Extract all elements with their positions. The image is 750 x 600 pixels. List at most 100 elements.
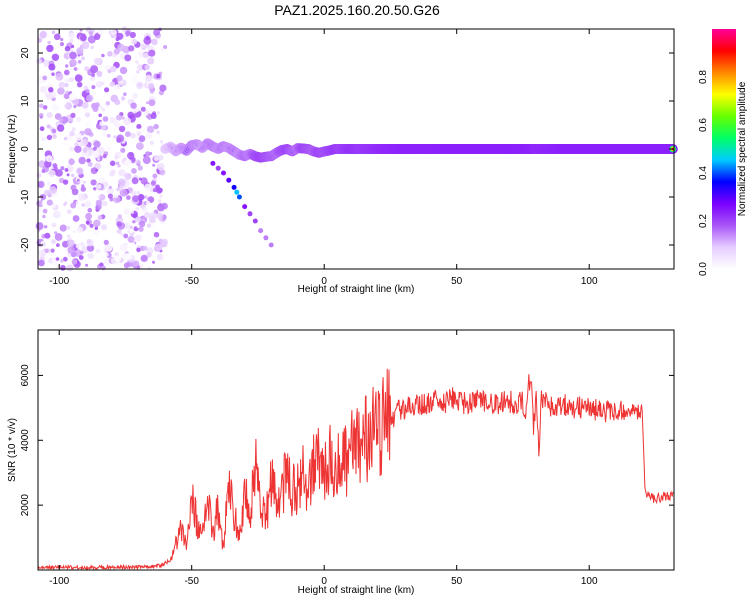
noise-blob [152, 173, 158, 179]
colorbar-label: Normalized spectral amplitude [737, 81, 748, 216]
y-tick-label: 10 [20, 95, 31, 107]
noise-blob [69, 59, 77, 67]
noise-blob [85, 212, 92, 220]
noise-blob [85, 88, 90, 94]
noise-blob [97, 215, 103, 220]
noise-blob [70, 112, 76, 118]
noise-blob [142, 52, 149, 59]
noise-blob [80, 241, 85, 247]
noise-blob [82, 180, 86, 184]
noise-blob [54, 231, 58, 235]
noise-blob [54, 33, 61, 41]
noise-blob [87, 252, 94, 260]
x-tick-label: -50 [184, 276, 199, 287]
trace-point [263, 235, 269, 241]
noise-blob [71, 173, 75, 178]
noise-blob [101, 224, 107, 231]
noise-blob [96, 184, 102, 190]
noise-blob [157, 162, 165, 171]
noise-blob [52, 134, 57, 139]
noise-blob [90, 179, 97, 186]
noise-blob [125, 131, 131, 138]
noise-blob [35, 222, 44, 231]
noise-blob [100, 125, 107, 131]
noise-blob [119, 189, 128, 197]
noise-blob [136, 190, 140, 195]
noise-blob [116, 32, 124, 40]
noise-blob [62, 256, 68, 262]
noise-blob [95, 205, 99, 209]
colorbar-tick-label: 0.0 [698, 262, 709, 276]
noise-blob [93, 187, 97, 191]
noise-blob [60, 264, 66, 271]
noise-blob [136, 128, 143, 136]
noise-blob [133, 55, 141, 63]
noise-blob [51, 103, 60, 112]
noise-blob [54, 166, 58, 171]
noise-blob [106, 146, 111, 151]
noise-blob [113, 193, 119, 199]
noise-blob [60, 166, 65, 171]
noise-blob [136, 224, 140, 229]
noise-blob [91, 85, 96, 90]
noise-blob [51, 128, 57, 134]
noise-blob [146, 223, 152, 228]
noise-blob [80, 34, 87, 42]
noise-blob [123, 92, 127, 96]
trace-point [258, 228, 264, 234]
noise-blob [71, 259, 78, 265]
noise-blob [123, 208, 130, 215]
noise-blob [97, 28, 104, 35]
noise-blob [90, 76, 96, 81]
noise-blob [92, 151, 100, 158]
noise-blob [72, 215, 80, 222]
noise-blob [123, 117, 132, 126]
noise-blob [76, 47, 84, 55]
noise-blob [102, 154, 107, 159]
noise-blob [74, 133, 83, 141]
noise-blob [59, 224, 67, 232]
noise-blob [151, 38, 158, 46]
snr-y-axis-label: SNR (10 * v/v) [7, 418, 18, 482]
noise-blob [93, 229, 100, 236]
noise-blob [48, 87, 54, 93]
noise-blob [135, 60, 139, 64]
noise-blob [132, 260, 140, 268]
noise-blob [113, 135, 117, 139]
noise-blob [132, 220, 136, 224]
noise-blob [44, 232, 51, 239]
noise-blob [124, 159, 132, 167]
x-tick-label: -100 [49, 576, 69, 587]
noise-blob [41, 136, 46, 142]
noise-blob [46, 44, 54, 53]
snr-x-axis: -100 -50 0 50 100 [49, 330, 598, 587]
noise-blob [70, 202, 77, 209]
noise-blob [157, 187, 163, 193]
noise-blob [110, 29, 117, 36]
noise-blob [117, 214, 123, 219]
noise-blob [139, 263, 144, 269]
noise-blob [153, 123, 159, 130]
noise-blob [84, 200, 92, 208]
noise-blob [43, 59, 51, 67]
noise-blob [124, 242, 128, 246]
noise-blob [125, 30, 131, 36]
noise-blob [75, 201, 79, 205]
noise-blob [97, 157, 101, 161]
noise-blob [159, 84, 167, 92]
noise-blob [152, 260, 155, 264]
noise-blob [144, 211, 151, 219]
noise-blob [144, 109, 149, 115]
noise-blob [145, 200, 151, 206]
noise-blob [89, 223, 94, 228]
noise-blob [137, 193, 145, 201]
noise-blob [158, 199, 162, 203]
noise-blob [59, 42, 65, 47]
noise-blob [81, 184, 85, 188]
noise-blob [76, 178, 80, 182]
noise-blob [78, 255, 84, 260]
noise-blob [45, 93, 53, 100]
noise-blob [85, 121, 94, 129]
spectrogram-main-line [160, 138, 678, 163]
noise-blob [116, 75, 123, 82]
